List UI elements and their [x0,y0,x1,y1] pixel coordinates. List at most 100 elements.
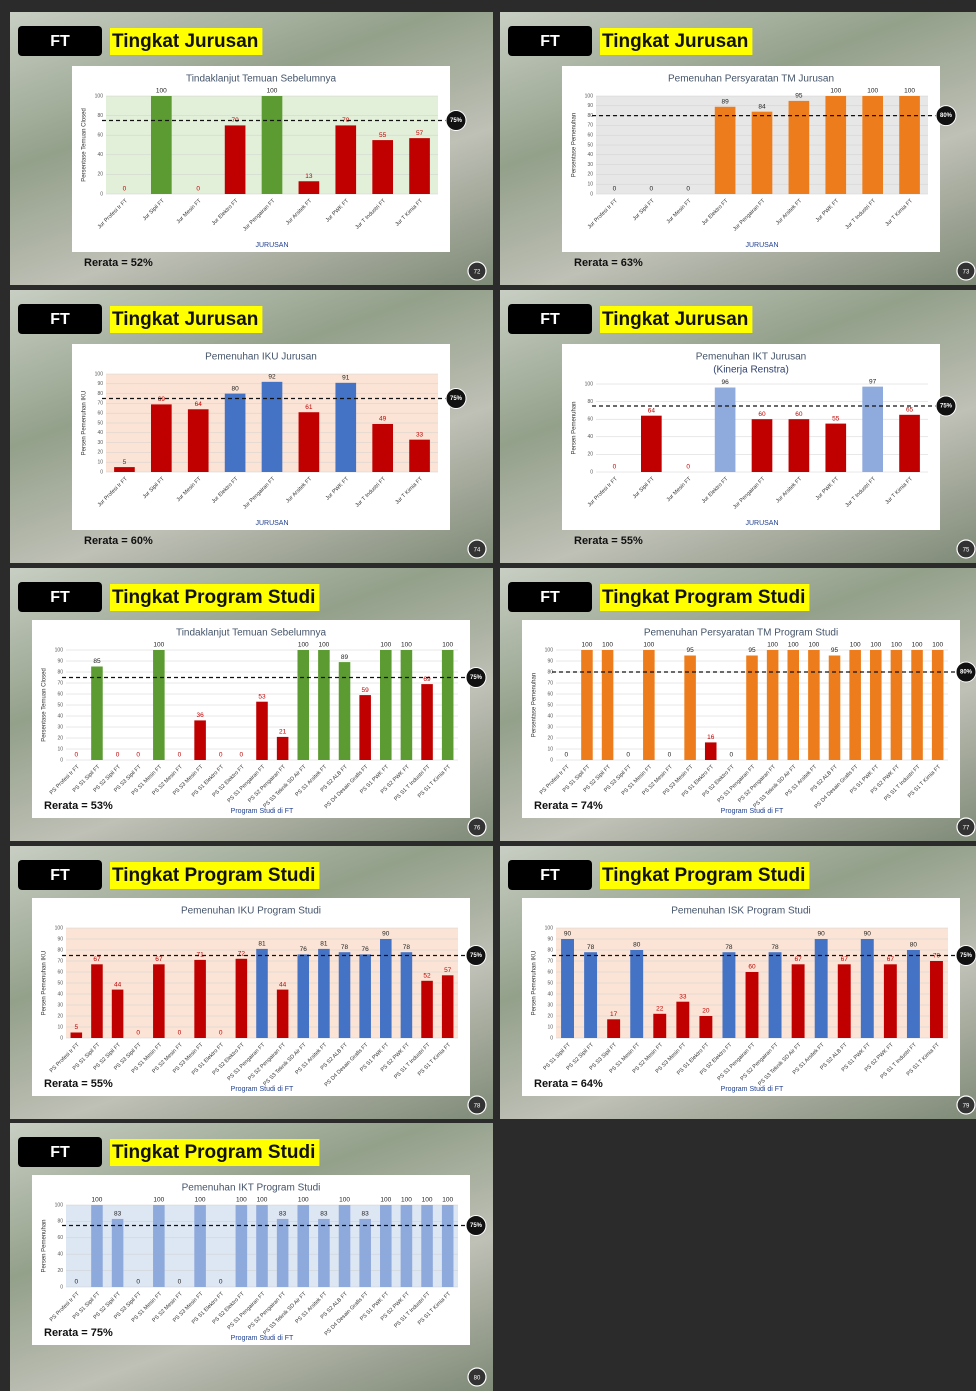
value-label: 100 [267,88,278,95]
x-axis-label: JURUSAN [255,520,288,527]
value-label: 100 [257,1197,268,1204]
bar [111,1218,124,1287]
bar [151,96,172,194]
heading-highlight [110,862,320,889]
value-label: 0 [219,1279,223,1286]
value-label: 67 [155,956,163,963]
value-label: 57 [416,130,424,137]
bar [276,989,289,1038]
y-tick-label: 20 [587,172,593,178]
page-number: 73 [963,270,970,276]
bar [714,106,736,194]
badge-box [508,304,592,334]
heading-highlight [110,306,263,333]
y-tick-label: 40 [547,713,553,719]
bar [828,655,841,760]
value-label: 13 [305,173,313,180]
chart-title: Pemenuhan ISK Program Studi [671,906,811,917]
bar [380,1205,392,1287]
bar [630,950,644,1038]
value-label: 0 [730,752,734,759]
bar [870,650,882,760]
value-label: 78 [403,944,411,951]
average: Rerata = 53% [44,800,113,812]
bar [114,467,135,472]
y-tick-label: 90 [97,381,103,387]
heading: Tingkat Jurusan [112,31,258,52]
chart-title: Pemenuhan IKU Jurusan [205,352,317,363]
bar [297,1205,310,1287]
y-tick-label: 40 [57,713,63,719]
value-label: 0 [686,186,690,193]
value-label: 100 [830,88,841,95]
y-tick-label: 20 [587,452,593,458]
y-axis-label: Persen Pemenuhan IKU [42,951,48,1016]
chart-title: Pemenuhan IKT Jurusan [696,352,806,363]
slide: FT Tingkat Jurusan Tindaklanjut Temuan Seb… [10,12,493,285]
bar [745,972,759,1038]
y-tick-label: 100 [585,93,594,99]
y-tick-label: 90 [547,658,553,664]
y-tick-label: 50 [57,980,63,986]
bar [318,1218,330,1287]
bar [825,423,847,472]
bar [766,650,779,760]
bar [722,952,736,1038]
y-tick-label: 90 [57,936,63,942]
value-label: 95 [686,647,694,654]
value-label: 78 [725,944,733,951]
bar [899,414,920,472]
bar [335,125,357,194]
bar [751,419,773,472]
bar [684,655,696,760]
y-tick-label: 30 [97,440,103,446]
bar [906,950,920,1038]
bar [825,96,847,194]
value-label: 80 [910,942,918,949]
bar [70,1032,83,1038]
y-tick-label: 50 [547,980,553,986]
value-label: 5 [123,459,127,466]
value-label: 0 [613,186,617,193]
value-label: 0 [136,1030,140,1037]
y-tick-label: 20 [547,1013,553,1019]
value-label: 0 [626,752,630,759]
y-tick-label: 100 [95,371,104,377]
y-tick-label: 0 [60,1035,63,1041]
value-label: 0 [116,752,120,759]
y-tick-label: 20 [97,450,103,456]
value-label: 83 [114,1211,122,1218]
chart-title: Tindaklanjut Temuan Sebelumnya [186,74,337,85]
value-label: 65 [906,407,914,414]
x-axis-label: Program Studi di FT [231,1335,294,1342]
value-label: 59 [362,687,370,694]
value-label: 85 [93,658,101,665]
value-label: 100 [318,642,329,649]
badge-box [508,582,592,612]
bar [261,96,283,194]
bar [187,409,209,472]
value-label: 100 [153,642,164,649]
bar [338,952,351,1038]
y-tick-label: 60 [547,691,553,697]
value-label: 96 [721,379,729,386]
y-tick-label: 10 [587,182,593,188]
bar [359,1218,371,1287]
value-label: 0 [178,1279,182,1286]
y-tick-label: 30 [587,162,593,168]
y-tick-label: 80 [587,113,593,119]
bar [194,720,206,760]
bar [111,989,124,1038]
page-icon [467,817,487,837]
value-label: 21 [279,729,287,736]
y-tick-label: 60 [57,969,63,975]
value-label: 100 [380,642,391,649]
y-tick-label: 40 [97,430,103,436]
heading-highlight [110,584,320,611]
y-tick-label: 40 [57,991,63,997]
value-label: 100 [912,642,923,649]
bar [297,954,310,1038]
slide: FT Tingkat Program Studi Pemenuhan IKT Pro… [10,1123,493,1391]
bar [297,650,310,760]
badge: FT [50,867,70,884]
